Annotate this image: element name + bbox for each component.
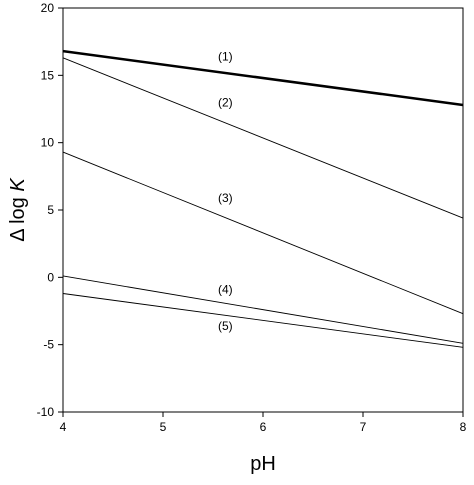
series-line-4 — [62, 275, 464, 344]
plot-area — [62, 7, 464, 413]
y-tick-label: -10 — [37, 405, 55, 419]
series-line-3 — [62, 151, 464, 315]
series-label-4: (4) — [218, 282, 233, 296]
series-group: (1) (2) (3) (4) (5) — [62, 49, 464, 348]
x-tick-label: 4 — [60, 420, 67, 434]
series-line-5 — [62, 293, 464, 348]
y-tick-label: 20 — [41, 1, 55, 15]
x-tick-label: 6 — [260, 420, 267, 434]
y-tick-label: 0 — [47, 270, 54, 284]
y-axis-title-variable: K — [7, 177, 29, 192]
series-line-1 — [62, 49, 464, 107]
y-tick-label: 10 — [41, 136, 55, 150]
x-tick-label: 7 — [360, 420, 367, 434]
y-tick-label: -5 — [43, 338, 54, 352]
series-label-3: (3) — [218, 191, 233, 205]
y-tick-label: 15 — [41, 68, 55, 82]
y-axis-ticks: -10 -5 0 5 10 15 20 — [37, 1, 63, 419]
x-axis-ticks: 4 5 6 7 8 — [60, 412, 467, 434]
x-axis-title: pH — [250, 453, 276, 475]
x-tick-label: 5 — [160, 420, 167, 434]
y-axis-title-prefix: Δ log — [7, 192, 29, 242]
y-tick-label: 5 — [47, 203, 54, 217]
plot-frame — [62, 7, 464, 413]
series-label-5: (5) — [218, 319, 233, 333]
x-tick-label: 8 — [460, 420, 467, 434]
series-line-2 — [62, 57, 464, 219]
series-label-1: (1) — [218, 50, 233, 64]
series-label-2: (2) — [218, 95, 233, 109]
y-axis-title: Δ log K — [7, 177, 29, 242]
